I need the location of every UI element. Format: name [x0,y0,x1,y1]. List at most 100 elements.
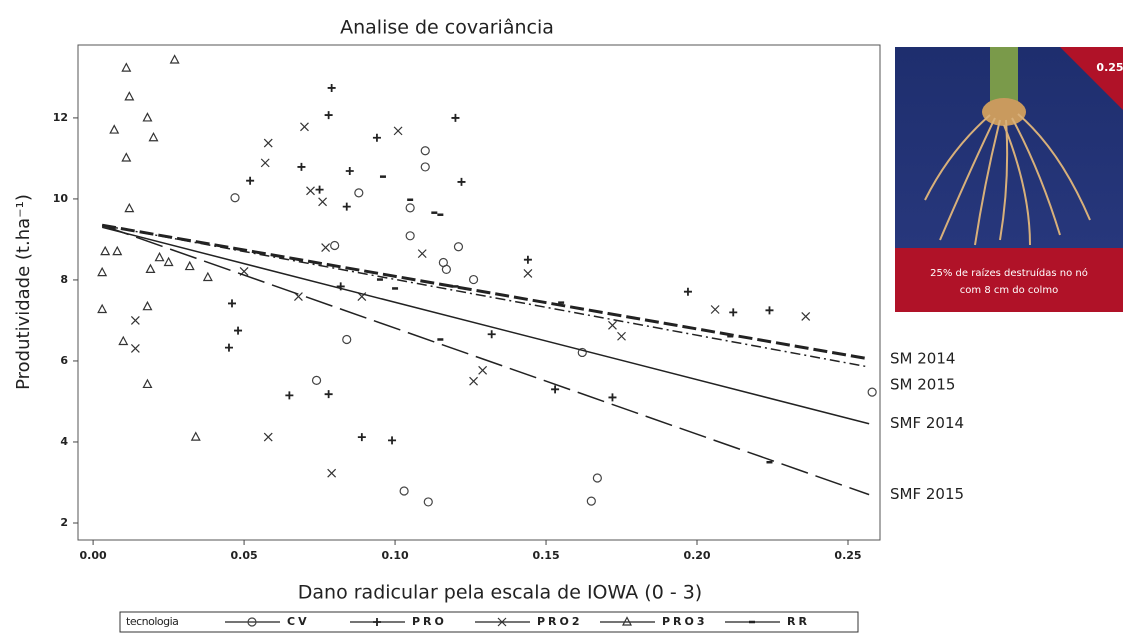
point [109,124,120,134]
point [453,242,464,252]
x-tick-label: 0.15 [532,549,559,562]
point [224,343,233,352]
point [315,185,324,194]
y-tick-label: 6 [60,354,68,367]
point [100,245,111,256]
point [469,376,478,386]
y-tick-label: 12 [53,111,68,124]
x-tick-label: 0.00 [80,549,107,562]
point [246,176,255,185]
point [608,393,617,402]
point [393,126,403,136]
y-tick-label: 2 [60,516,68,529]
legend-box [119,611,859,633]
point [592,473,602,483]
point [142,300,153,311]
point [297,162,306,171]
x-axis-label: Dano radicular pela escala de IOWA (0 - … [298,582,702,604]
point [184,260,195,271]
point [130,316,140,325]
line-label: SMF 2015 [890,485,964,503]
point [112,245,123,256]
point [405,203,415,213]
point [311,375,322,386]
x-tick-label: 0.05 [231,549,258,562]
point [263,432,273,442]
point [388,436,397,445]
point [345,166,354,175]
point [523,255,532,264]
point [478,365,488,375]
point [457,177,466,186]
point [227,299,236,308]
legend-label: CV [287,615,310,628]
point [263,138,273,148]
point [330,240,340,251]
legend-marker [622,616,632,626]
regression-line [101,224,870,496]
point [163,256,174,267]
point [420,162,430,172]
legend-label: RR [787,615,810,628]
y-tick-label: 4 [60,435,68,448]
point [468,274,479,285]
point [324,111,333,120]
legend-marker [497,617,507,627]
legend-label: PRO3 [662,615,708,628]
point [765,306,774,315]
point [399,486,409,496]
point [145,263,156,274]
y-axis-label: Produtividade (t.ha⁻¹) [13,194,34,390]
regression-line [102,224,870,368]
point [154,251,165,262]
point [148,131,159,142]
point [523,269,533,278]
x-tick-label: 0.25 [834,549,861,562]
line-label: SM 2014 [890,349,955,367]
point [801,311,811,321]
point [710,305,720,314]
point [306,186,315,196]
inset-caption-band [895,248,1123,312]
point [321,243,331,252]
inset-caption: 25% de raízes destruídas no nó [930,267,1088,279]
point [438,257,448,268]
inset-caption: com 8 cm do colmo [960,285,1058,296]
point [342,202,351,211]
point [318,197,328,207]
regression-line [101,223,870,361]
x-tick-label: 0.20 [683,549,710,562]
legend-title: tecnologia [126,615,178,628]
point [451,113,460,122]
point [234,326,243,335]
roots [924,113,1091,246]
point [487,330,496,339]
point [617,331,626,341]
point [190,431,201,441]
point [405,231,415,241]
point [354,188,364,198]
point [300,122,309,132]
point [169,54,180,64]
point [285,391,294,400]
line-label: SM 2015 [890,375,955,393]
point [130,343,140,353]
legend-marker [247,617,257,627]
point [423,497,433,507]
root-crown [982,98,1026,126]
point [357,433,366,442]
legend-label: PRO [412,615,447,628]
legend-marker [373,618,381,626]
line-label: SMF 2014 [890,414,964,432]
plot-frame [77,44,881,541]
point [124,91,135,101]
point [327,83,336,92]
point [729,308,738,317]
point [202,271,213,282]
point [372,133,381,142]
point [867,387,877,397]
point [142,378,153,389]
inset-image: 0.25 25% de raízes destruídas no nó com … [895,47,1123,312]
point [97,266,108,277]
